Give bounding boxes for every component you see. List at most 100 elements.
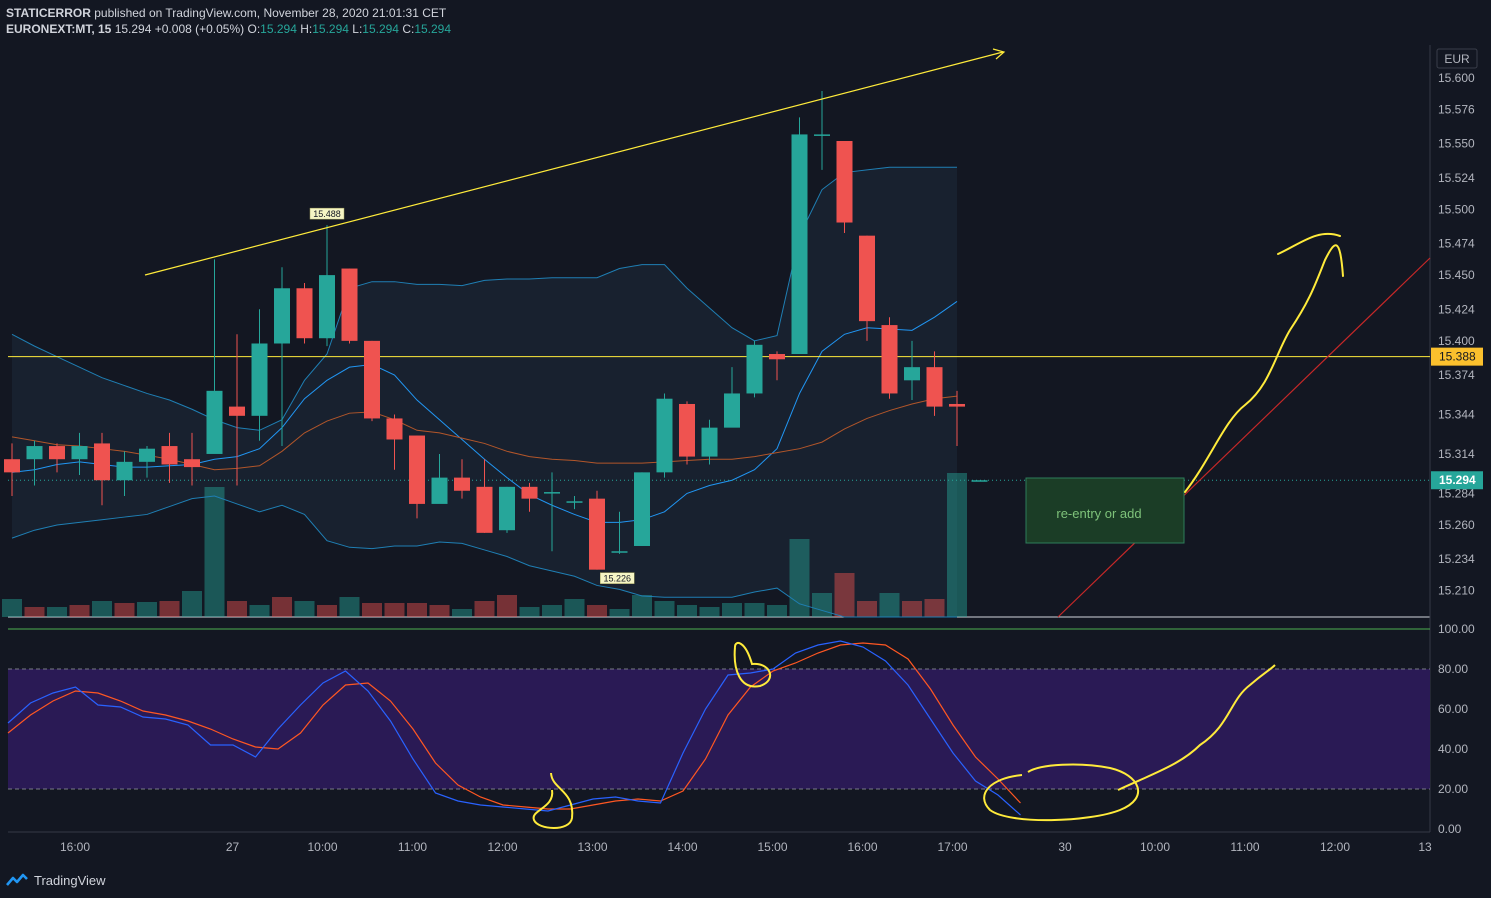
candle-body xyxy=(94,443,110,481)
candles xyxy=(4,91,988,570)
volume-bar xyxy=(879,593,900,617)
high-label: H: xyxy=(300,22,313,36)
time-tick-label: 15:00 xyxy=(757,840,787,854)
stochastic-tick-label: 100.00 xyxy=(1438,622,1475,636)
time-tick-label: 12:00 xyxy=(487,840,517,854)
stochastic-tick-label: 80.00 xyxy=(1438,662,1468,676)
price-tick-label: 15.500 xyxy=(1438,202,1475,216)
open-label: O: xyxy=(247,22,261,36)
volume-bar xyxy=(947,473,967,617)
high-price-marker xyxy=(309,207,345,220)
volume-bar xyxy=(92,601,112,617)
trend-line xyxy=(144,51,1004,276)
open-value: 15.294 xyxy=(260,22,297,36)
tradingview-logo-icon[interactable] xyxy=(6,873,28,887)
volume-bar xyxy=(339,597,360,617)
candle-body xyxy=(161,446,178,465)
price-tick-label: 15.450 xyxy=(1438,268,1475,282)
volume-bar xyxy=(812,593,832,617)
low-price-marker-label: 15.226 xyxy=(603,574,631,584)
candle-body xyxy=(319,275,335,339)
bollinger-lower-line xyxy=(11,495,957,618)
stochastic-tick-label: 40.00 xyxy=(1438,742,1468,756)
candle-body xyxy=(206,390,223,454)
last-price-badge xyxy=(1431,471,1483,490)
price-tick-label: 15.474 xyxy=(1438,237,1475,251)
volume-bar xyxy=(182,591,202,617)
candle-body xyxy=(386,418,403,440)
stochastic-tick-label: 0.00 xyxy=(1438,822,1462,836)
volume-bar xyxy=(69,605,90,617)
time-tick-label: 14:00 xyxy=(667,840,697,854)
volume-bar xyxy=(362,603,382,617)
stochastic-tick-label: 20.00 xyxy=(1438,782,1468,796)
price-tick-label: 15.260 xyxy=(1438,518,1475,532)
time-tick-label: 10:00 xyxy=(1140,840,1170,854)
time-tick-label: 27 xyxy=(226,840,240,854)
author-name[interactable]: STATICERROR xyxy=(6,6,91,20)
candle-body xyxy=(71,446,88,460)
volume-bar xyxy=(744,603,765,617)
re-entry-box-label: re-entry or add xyxy=(1056,506,1141,521)
volume-bar xyxy=(699,607,720,617)
time-tick-label: 11:00 xyxy=(398,840,427,854)
footer-brand[interactable]: TradingView xyxy=(34,872,106,888)
candle-body xyxy=(949,403,965,407)
volume-bar xyxy=(542,605,562,617)
low-label: L: xyxy=(352,22,363,36)
volume-bar xyxy=(497,595,517,617)
symbol-name[interactable]: EURONEXT:MT, 15 xyxy=(6,22,112,36)
time-tick-label: 11:00 xyxy=(1230,840,1259,854)
candle-body xyxy=(364,340,380,419)
hand-drawn-circle-high xyxy=(733,641,772,688)
close-value: 15.294 xyxy=(414,22,452,36)
volume-bar xyxy=(474,601,495,617)
candle-body xyxy=(814,134,830,136)
currency-label: EUR xyxy=(1444,52,1470,66)
candle-body xyxy=(971,480,988,482)
volume-bar xyxy=(159,601,180,617)
volume-bar xyxy=(249,605,270,617)
candle-body xyxy=(724,393,740,428)
low-value: 15.294 xyxy=(362,22,399,36)
candle-body xyxy=(566,501,583,503)
price-tick-label: 15.424 xyxy=(1438,302,1475,316)
candle-body xyxy=(791,134,808,355)
bollinger-fill xyxy=(12,167,957,617)
price-tick-label: 15.344 xyxy=(1438,407,1475,421)
volume-bar xyxy=(24,607,45,617)
price-tick-label: 15.524 xyxy=(1438,171,1475,185)
candle-body xyxy=(701,427,718,457)
candle-body xyxy=(746,344,763,394)
candle-body xyxy=(656,398,673,473)
price-tick-label: 15.284 xyxy=(1438,486,1475,500)
candle-body xyxy=(341,268,358,341)
publish-line: STATICERROR published on TradingView.com… xyxy=(6,5,451,21)
volume-bar xyxy=(767,605,787,617)
hand-drawn-circle-low xyxy=(532,772,574,829)
stochastic-axis: 100.00 80.00 60.00 40.00 20.00 0.00 xyxy=(1438,622,1475,836)
red-trend-line xyxy=(1057,257,1431,618)
hand-drawn-ellipse xyxy=(983,763,1140,822)
footer: TradingView xyxy=(6,870,106,890)
volume-bar xyxy=(587,605,607,617)
candle-body xyxy=(904,367,920,381)
volume-bar xyxy=(834,573,855,617)
candle-body xyxy=(49,446,65,460)
time-axis: 16:00 27 10:00 11:00 12:00 13:00 14:00 15:00 16:… xyxy=(60,840,1432,854)
chart-header: STATICERROR published on TradingView.com… xyxy=(6,5,451,37)
volume-bar xyxy=(902,601,922,617)
high-value: 15.294 xyxy=(312,22,349,36)
last-price-badge-label: 15.294 xyxy=(1439,473,1476,487)
price-tick-label: 15.374 xyxy=(1438,368,1475,382)
candle-body xyxy=(679,403,695,457)
volume-bars xyxy=(2,473,967,617)
volume-bar xyxy=(677,605,697,617)
candle-body xyxy=(859,235,875,322)
time-tick-label: 13 xyxy=(1418,840,1432,854)
trend-line-arrow xyxy=(992,48,1006,60)
time-tick-label: 16:00 xyxy=(847,840,877,854)
volume-bar xyxy=(2,599,22,617)
volume-bar xyxy=(654,601,675,617)
